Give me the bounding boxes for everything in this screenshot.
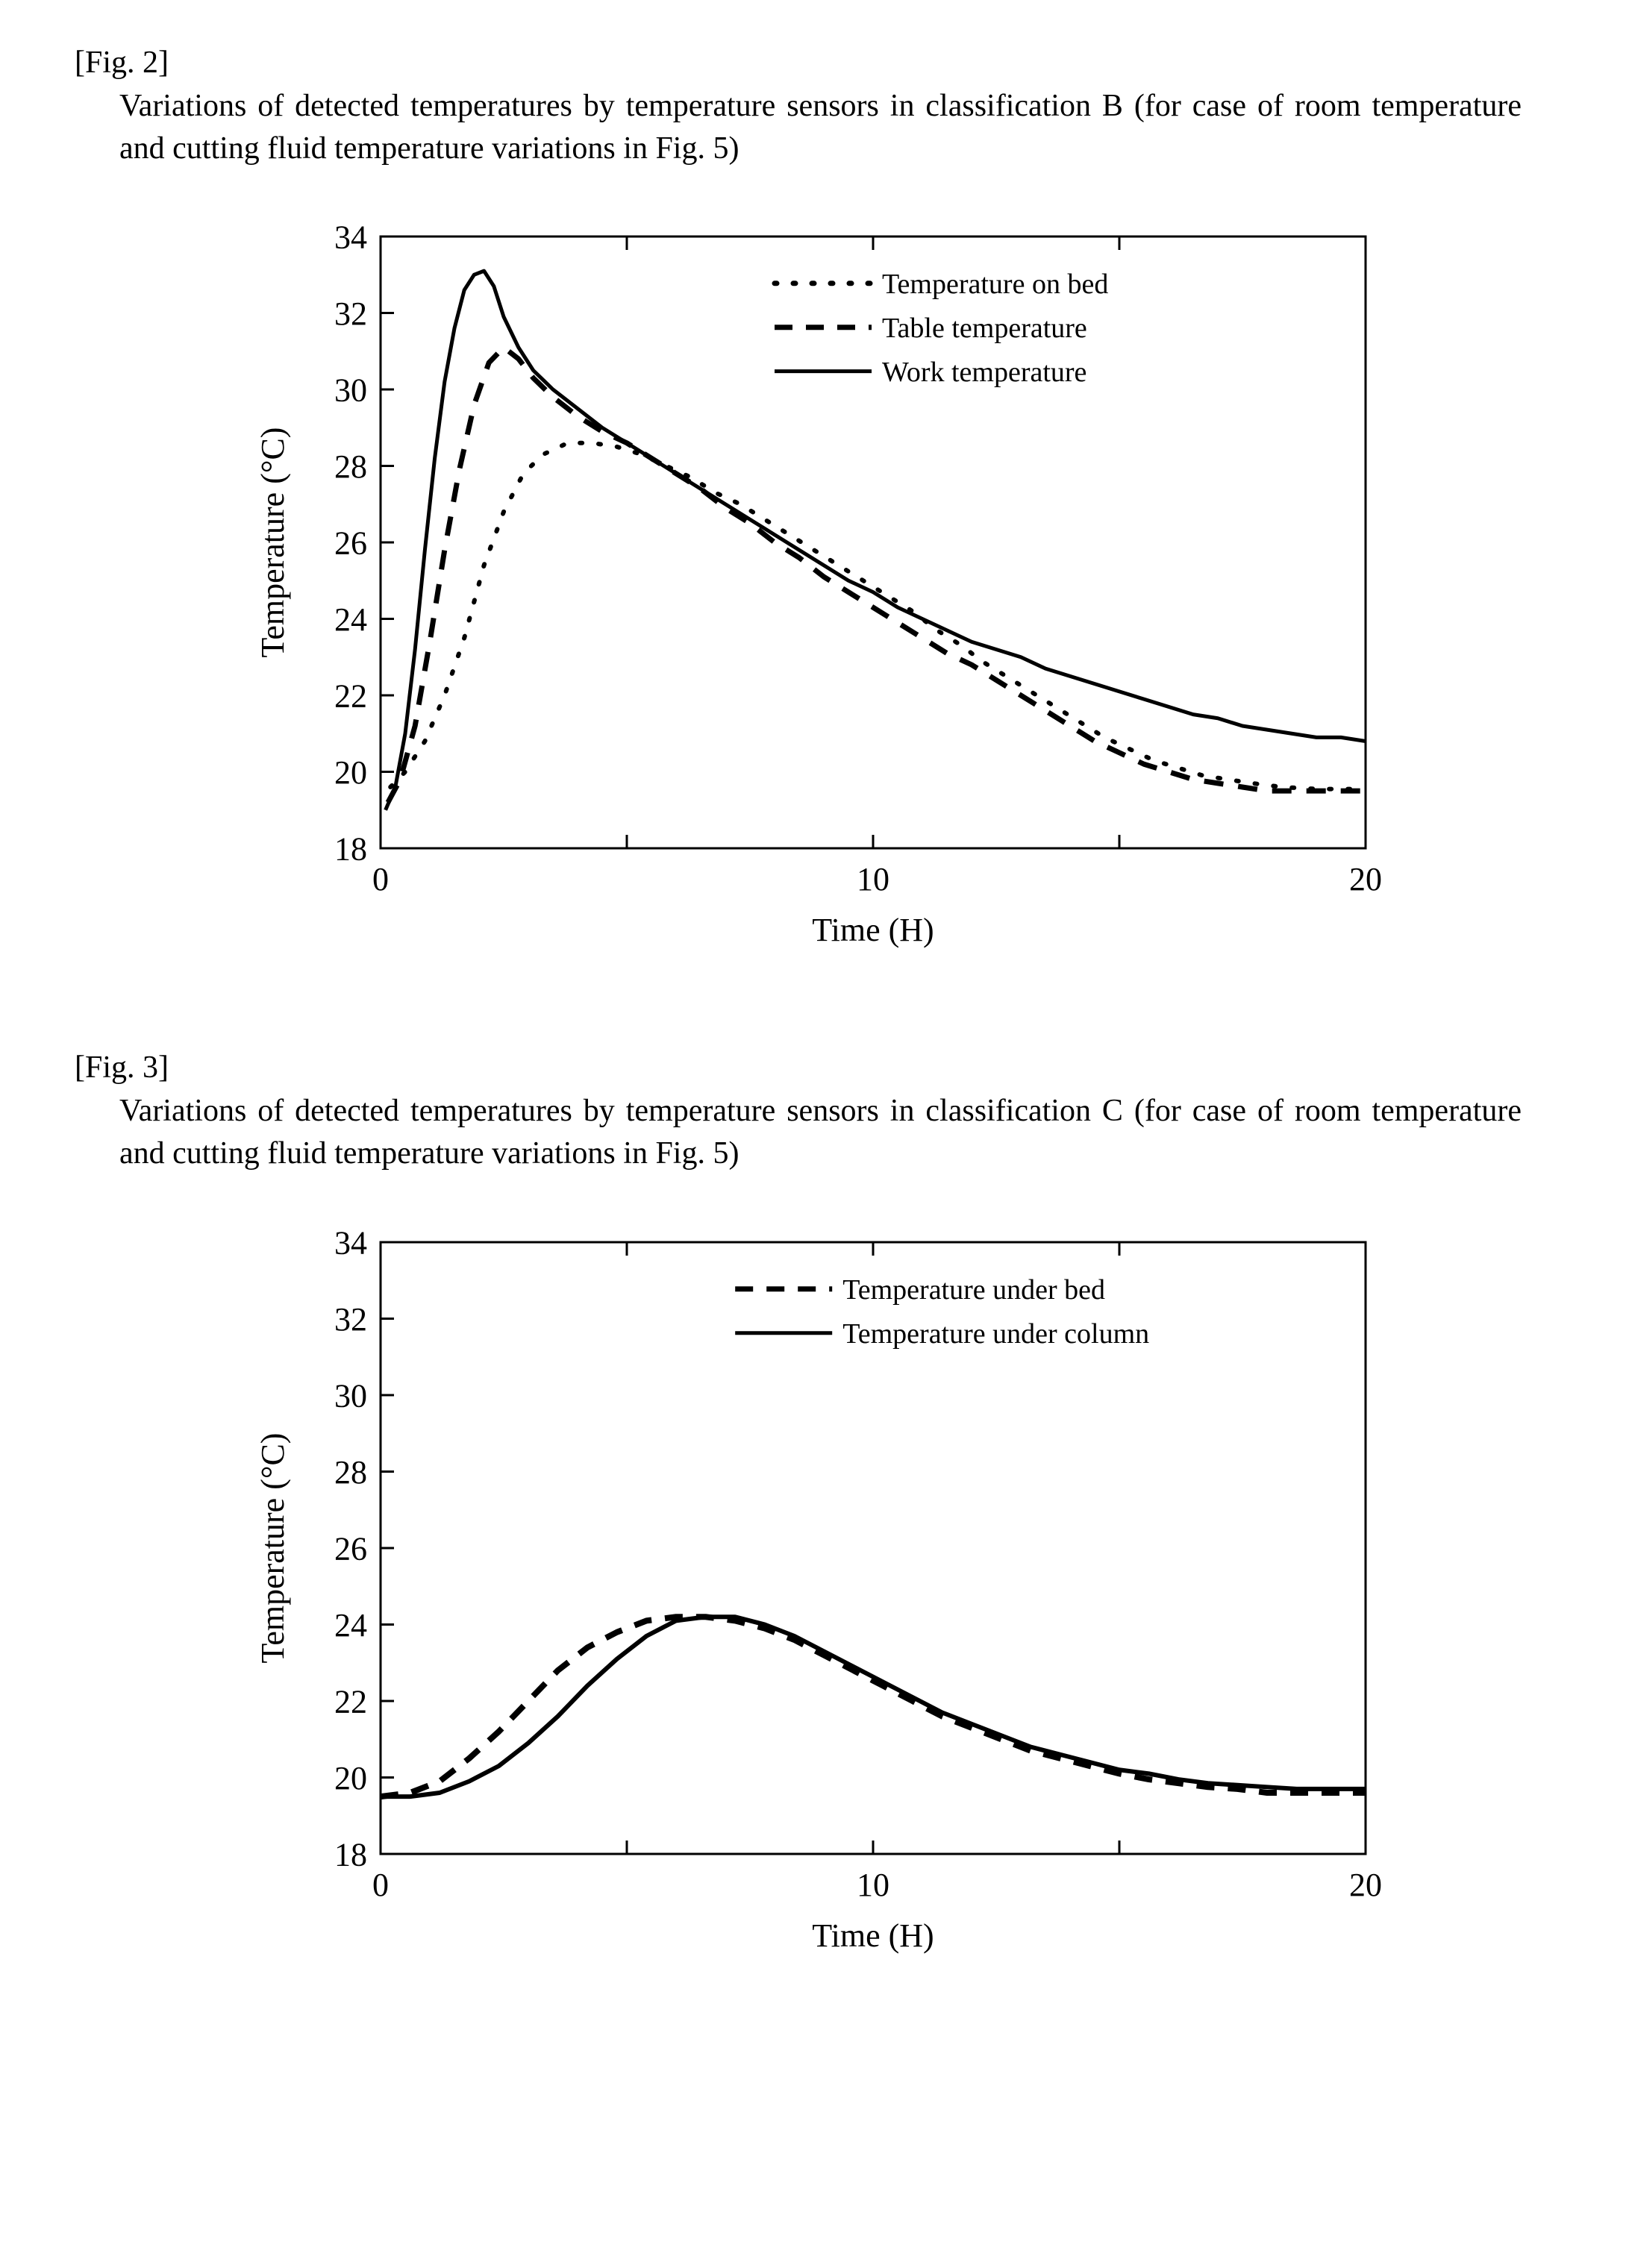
svg-text:Temperature under column: Temperature under column: [842, 1318, 1149, 1350]
figure-3-chart: 18 20 22 24 26 28 30 32 34 0 10 20 Time (H) Temperatu…: [231, 1220, 1395, 1966]
figure-2-label: [Fig. 2]: [75, 45, 1551, 81]
svg-text:20: 20: [334, 1760, 367, 1796]
svg-text:32: 32: [334, 1301, 367, 1338]
svg-text:0: 0: [372, 861, 389, 898]
svg-text:22: 22: [334, 678, 367, 715]
svg-text:Time (H): Time (H): [812, 912, 934, 948]
figure-3-block: [Fig. 3] Variations of detected temperat…: [75, 1050, 1551, 1965]
svg-text:Temperature under bed: Temperature under bed: [842, 1274, 1105, 1306]
figure-2-caption: Variations of detected temperatures by t…: [119, 85, 1522, 169]
figure-2-chart: 18 20 22 24 26 28 30 32 34 0 10 20 Time (H) Temperatu…: [231, 214, 1395, 960]
svg-text:Temperature on bed: Temperature on bed: [882, 269, 1108, 300]
svg-text:34: 34: [334, 1224, 367, 1261]
figure-2-block: [Fig. 2] Variations of detected temperat…: [75, 45, 1551, 960]
svg-text:Temperature (°C): Temperature (°C): [254, 1432, 291, 1663]
svg-text:18: 18: [334, 1836, 367, 1873]
svg-text:24: 24: [334, 601, 367, 638]
svg-text:26: 26: [334, 525, 367, 562]
svg-text:10: 10: [857, 861, 889, 898]
document-page: [Fig. 2] Variations of detected temperat…: [0, 0, 1626, 2268]
svg-text:34: 34: [334, 219, 367, 256]
svg-text:22: 22: [334, 1683, 367, 1720]
svg-text:30: 30: [334, 1377, 367, 1414]
svg-text:Time (H): Time (H): [812, 1917, 934, 1954]
svg-text:28: 28: [334, 448, 367, 485]
svg-text:Temperature (°C): Temperature (°C): [254, 427, 291, 658]
figure-3-label: [Fig. 3]: [75, 1050, 1551, 1086]
svg-text:18: 18: [334, 831, 367, 868]
svg-text:32: 32: [334, 295, 367, 332]
svg-text:20: 20: [1349, 1867, 1382, 1903]
figure-3-chart-container: 18 20 22 24 26 28 30 32 34 0 10 20 Time (H) Temperatu…: [75, 1220, 1551, 1966]
svg-text:24: 24: [334, 1607, 367, 1644]
svg-text:20: 20: [1349, 861, 1382, 898]
figure-3-caption: Variations of detected temperatures by t…: [119, 1090, 1522, 1174]
svg-text:30: 30: [334, 372, 367, 409]
svg-text:Table temperature: Table temperature: [882, 313, 1087, 344]
figure-2-chart-container: 18 20 22 24 26 28 30 32 34 0 10 20 Time (H) Temperatu…: [75, 214, 1551, 960]
svg-text:Work temperature: Work temperature: [882, 357, 1086, 388]
svg-text:0: 0: [372, 1867, 389, 1903]
svg-text:20: 20: [334, 754, 367, 791]
svg-text:26: 26: [334, 1530, 367, 1567]
svg-text:28: 28: [334, 1454, 367, 1491]
svg-text:10: 10: [857, 1867, 889, 1903]
